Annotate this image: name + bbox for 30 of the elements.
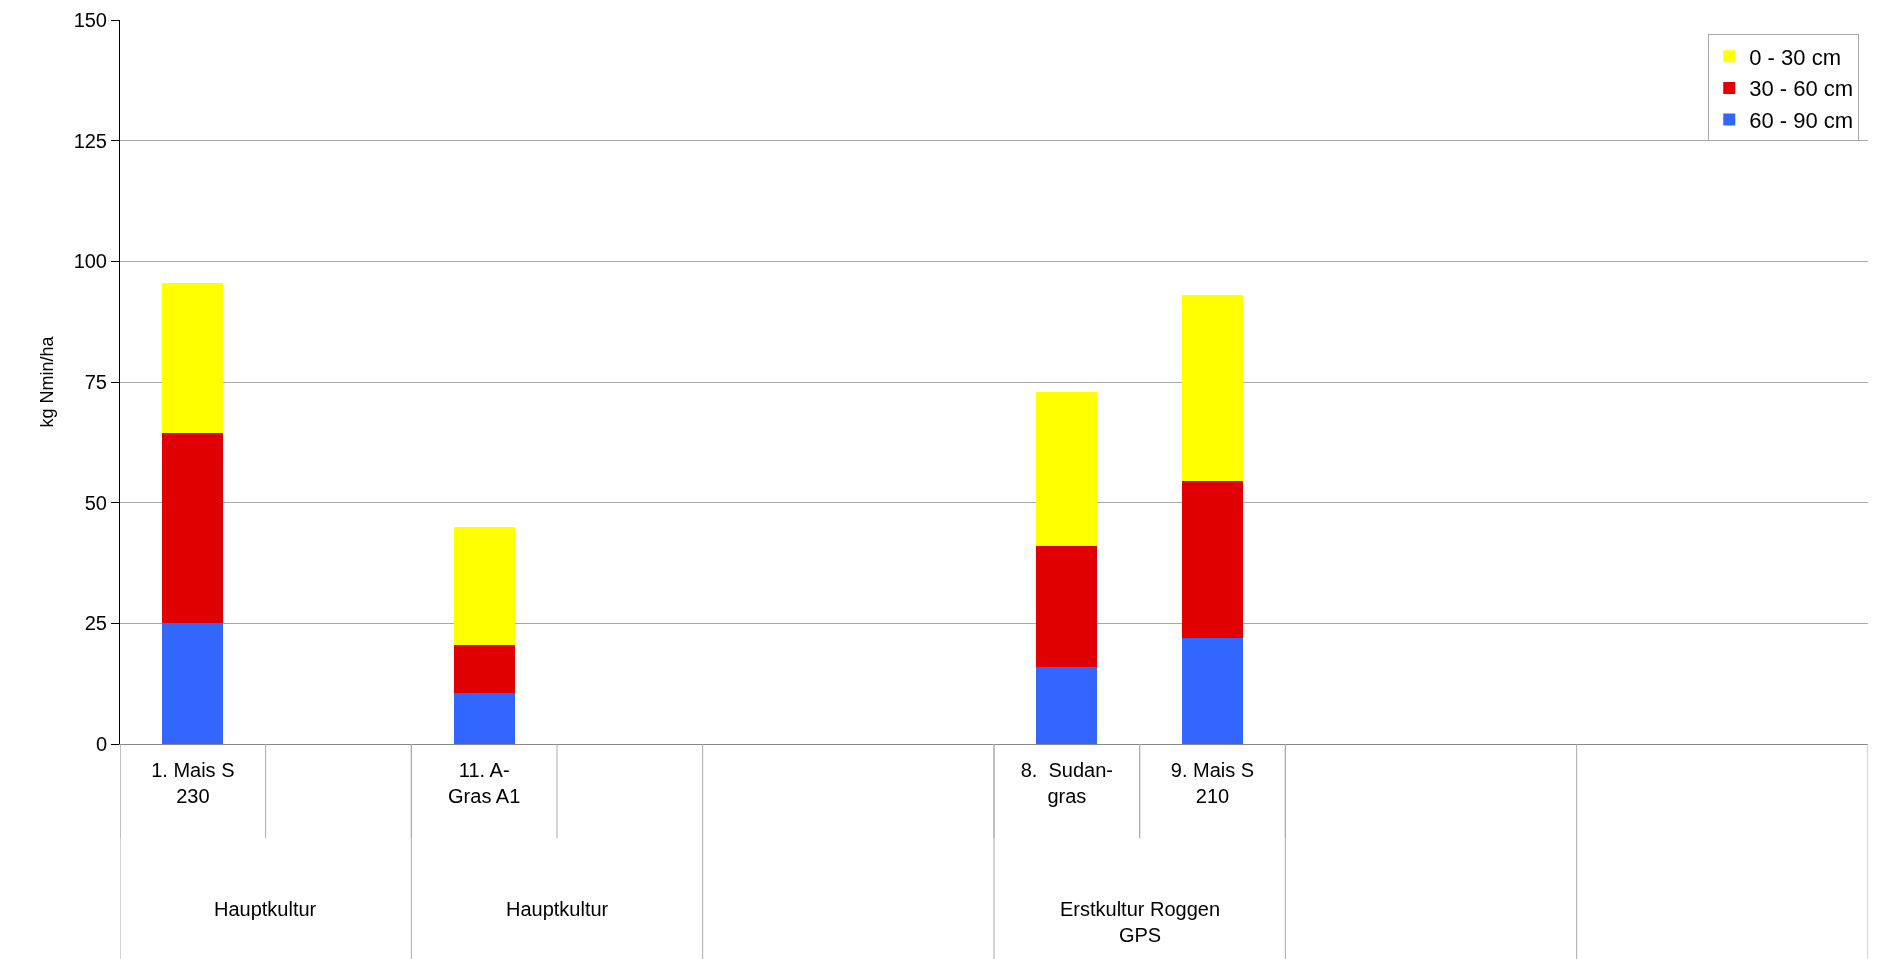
y-tick-label: 75: [84, 371, 107, 393]
y-tick-label: 50: [84, 491, 107, 514]
bar: [1181, 637, 1244, 744]
text: Hauptkultur: [214, 898, 317, 920]
legend-label: 30 - 60 cm: [1749, 76, 1854, 102]
bar: [1181, 480, 1244, 638]
bar: [162, 432, 224, 624]
bar: [1036, 391, 1098, 547]
y-tick-label: 25: [84, 612, 107, 635]
bar: [453, 693, 515, 744]
y-tick-label: 125: [73, 129, 107, 152]
x-tick-label: 9. Mais S 210: [1170, 759, 1255, 807]
bar: [453, 526, 515, 646]
y-tick-label: 0: [95, 733, 107, 755]
legend-label: 60 - 90 cm: [1749, 108, 1854, 134]
bar: [1036, 546, 1098, 667]
y-tick-label: 100: [73, 250, 107, 273]
bar: [453, 645, 515, 694]
x-tick-label: 1. Mais S 230: [151, 759, 235, 807]
y-axis-title: kg Nmin/ha: [36, 335, 57, 428]
legend-label: 0 - 30 cm: [1749, 44, 1841, 70]
x-tick-label: 8. Sudan- gras: [1020, 759, 1113, 807]
text: Erstkultur Roggen GPS: [1060, 898, 1221, 946]
bar: [1181, 295, 1244, 481]
bar: [1036, 666, 1098, 744]
text: Hauptkultur: [506, 898, 609, 920]
bar: [162, 623, 224, 744]
x-tick-label: 11. A- Gras A1: [448, 759, 521, 807]
y-tick-label: 150: [73, 9, 107, 31]
bar: [162, 283, 224, 433]
